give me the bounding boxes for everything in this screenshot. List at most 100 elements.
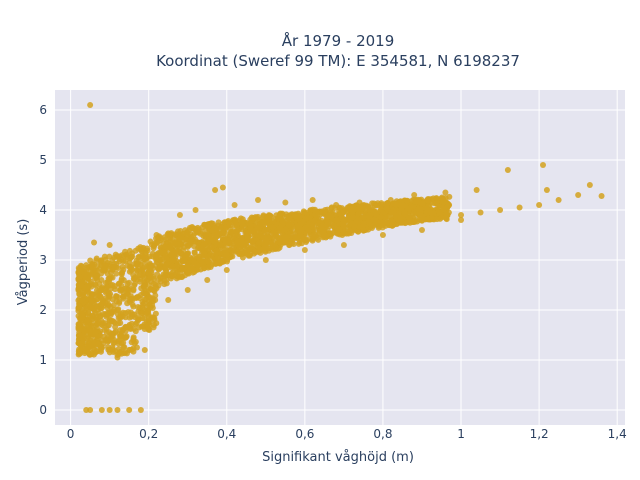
x-tick-label: 0,6 <box>295 427 314 441</box>
data-point <box>82 347 89 354</box>
data-point <box>401 210 408 217</box>
data-point <box>301 247 308 253</box>
data-point <box>119 263 126 270</box>
data-point <box>277 224 284 231</box>
data-point <box>122 248 129 255</box>
data-point <box>89 264 96 271</box>
x-tick-label: 0,4 <box>217 427 236 441</box>
x-tick-label: 1,4 <box>608 427 627 441</box>
data-point <box>90 305 97 312</box>
data-point <box>155 276 162 283</box>
data-point <box>254 213 261 220</box>
data-point <box>333 217 340 224</box>
data-point <box>134 272 141 279</box>
data-point <box>340 209 347 216</box>
data-point <box>143 304 150 311</box>
data-point <box>134 314 141 321</box>
data-point <box>131 280 138 287</box>
data-point <box>208 244 215 251</box>
data-point <box>88 298 95 305</box>
data-point <box>200 265 207 272</box>
data-point <box>76 349 83 356</box>
data-point <box>208 233 215 240</box>
data-point <box>98 270 105 277</box>
data-point <box>91 332 98 338</box>
data-point <box>85 310 92 317</box>
data-point <box>269 224 276 231</box>
x-tick-label: 0,8 <box>373 427 392 441</box>
data-point <box>179 254 186 261</box>
data-point <box>458 217 465 223</box>
data-point <box>473 187 480 193</box>
data-point <box>88 283 95 290</box>
data-point <box>106 242 113 248</box>
data-point <box>440 206 447 213</box>
data-point <box>223 267 230 273</box>
data-point <box>247 222 254 229</box>
data-point <box>116 258 123 265</box>
data-point <box>195 253 202 260</box>
data-point <box>151 315 158 322</box>
data-point <box>124 262 131 269</box>
data-point <box>411 192 418 198</box>
data-point <box>187 238 194 245</box>
data-point <box>75 313 82 320</box>
data-point <box>152 284 159 291</box>
data-point <box>430 195 437 202</box>
data-point <box>141 260 148 267</box>
data-point <box>211 260 218 267</box>
data-point <box>442 189 449 196</box>
data-point <box>379 222 386 228</box>
data-point <box>403 197 410 204</box>
data-point <box>195 244 202 251</box>
data-point <box>147 273 154 280</box>
data-point <box>260 213 267 220</box>
data-point <box>287 230 294 237</box>
data-point <box>446 193 453 200</box>
data-point <box>194 224 201 231</box>
data-point <box>79 291 86 298</box>
data-point <box>433 200 440 207</box>
data-point <box>296 215 303 222</box>
data-point <box>172 240 179 247</box>
y-axis-title: Vågperiod (s) <box>16 219 31 306</box>
data-point <box>477 209 484 216</box>
data-point <box>135 303 142 310</box>
data-point <box>172 231 179 238</box>
data-point <box>177 269 184 276</box>
data-point <box>417 206 424 213</box>
data-point <box>330 221 337 228</box>
data-point <box>424 196 431 203</box>
data-point <box>98 407 105 413</box>
data-point <box>397 214 404 221</box>
data-point <box>251 248 258 255</box>
data-point <box>149 304 156 311</box>
data-point <box>360 227 367 233</box>
data-point <box>76 268 83 275</box>
data-point <box>81 327 88 334</box>
data-point <box>79 335 86 342</box>
data-point <box>355 210 362 217</box>
data-point <box>97 257 104 264</box>
data-point <box>152 292 159 299</box>
data-point <box>176 212 183 218</box>
data-point <box>282 234 289 241</box>
data-point <box>130 286 137 293</box>
data-point <box>400 202 407 209</box>
data-point <box>213 250 220 257</box>
data-point <box>311 217 318 224</box>
data-point <box>93 287 100 294</box>
data-point <box>230 244 237 251</box>
data-point <box>84 343 91 350</box>
data-point <box>91 342 98 348</box>
data-point <box>97 292 104 299</box>
data-point <box>145 322 152 329</box>
data-point <box>110 302 117 309</box>
y-tick-labels: 0 1 2 3 4 5 6 <box>39 103 47 417</box>
data-point <box>122 334 129 341</box>
data-point <box>318 209 325 216</box>
data-point <box>141 347 148 353</box>
y-tick-label: 5 <box>39 153 47 167</box>
data-point <box>321 232 328 238</box>
data-point <box>336 226 343 233</box>
